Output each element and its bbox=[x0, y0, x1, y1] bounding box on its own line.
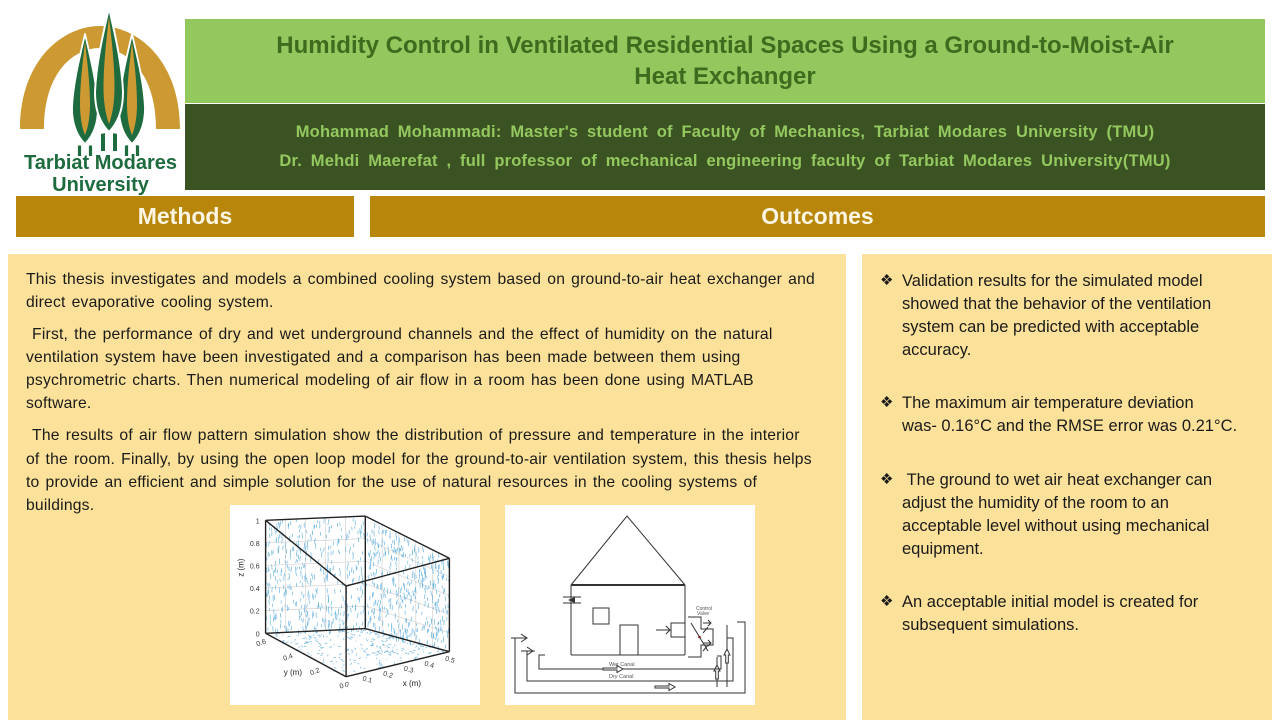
svg-text:z (m): z (m) bbox=[237, 558, 246, 577]
svg-text:0.4: 0.4 bbox=[282, 653, 294, 663]
svg-text:0: 0 bbox=[256, 631, 260, 638]
svg-text:0.4: 0.4 bbox=[250, 586, 260, 593]
svg-text:0.5: 0.5 bbox=[444, 656, 455, 665]
svg-text:Wet Canal: Wet Canal bbox=[609, 662, 635, 668]
svg-text:0.1: 0.1 bbox=[362, 676, 373, 685]
svg-text:0.6: 0.6 bbox=[256, 638, 268, 648]
svg-text:Dry Canal: Dry Canal bbox=[609, 674, 633, 680]
svg-text:0.2: 0.2 bbox=[250, 609, 260, 616]
svg-text:0.3: 0.3 bbox=[403, 666, 414, 675]
svg-text:1: 1 bbox=[256, 518, 260, 525]
svg-text:0.2: 0.2 bbox=[382, 671, 393, 680]
svg-text:0: 0 bbox=[344, 681, 350, 689]
svg-text:0.2: 0.2 bbox=[309, 667, 321, 677]
svg-text:y (m): y (m) bbox=[284, 668, 303, 677]
svg-text:0.4: 0.4 bbox=[423, 661, 434, 670]
svg-text:0.8: 0.8 bbox=[250, 541, 260, 548]
svg-text:0.6: 0.6 bbox=[250, 564, 260, 571]
svg-text:x (m): x (m) bbox=[403, 679, 422, 688]
svg-text:Valve: Valve bbox=[697, 611, 709, 617]
